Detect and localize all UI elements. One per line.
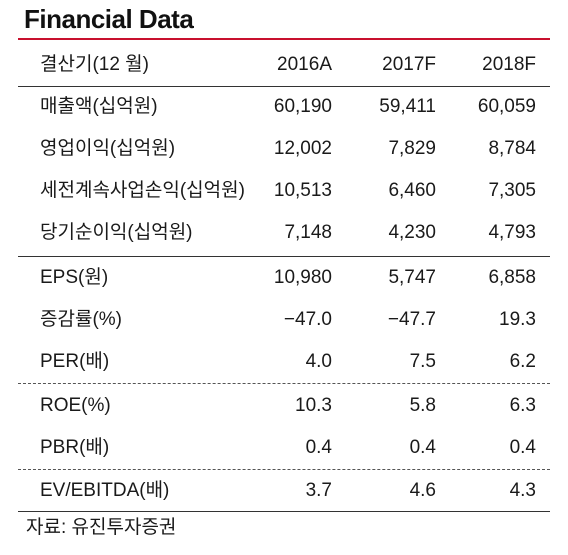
table-title: Financial Data [24, 4, 194, 34]
header-col-3: 2018F [482, 54, 536, 75]
value-2017: −47.7 [387, 309, 436, 330]
header-label: 결산기(12 월) [40, 54, 149, 75]
value-2016: 4.0 [305, 351, 332, 372]
value-2018: 4,793 [488, 222, 536, 243]
value-2016: 7,148 [284, 222, 332, 243]
section-divider [18, 256, 550, 257]
table-row: PER(배) 4.0 7.5 6.2 [18, 341, 548, 383]
row-label: EPS(원) [40, 267, 109, 288]
value-2016: 60,190 [273, 96, 332, 117]
header-row: 결산기(12 월) 2016A 2017F 2018F [18, 44, 548, 86]
value-2017: 59,411 [379, 96, 436, 117]
value-2018: 4.3 [509, 480, 536, 501]
table-row: 당기순이익(십억원) 7,148 4,230 4,793 [18, 212, 548, 254]
title-rule [18, 38, 550, 40]
value-2016: 0.4 [305, 437, 332, 458]
table-row: PBR(배) 0.4 0.4 0.4 [18, 427, 548, 469]
value-2017: 7.5 [409, 351, 436, 372]
source-note: 자료: 유진투자증권 [26, 517, 177, 538]
row-label: PER(배) [40, 351, 110, 372]
table-row: 영업이익(십억원) 12,002 7,829 8,784 [18, 128, 548, 170]
dashed-divider [18, 383, 550, 384]
value-2017: 4.6 [409, 480, 436, 501]
header-col-2: 2017F [382, 54, 436, 75]
value-2016: 10,980 [273, 267, 332, 288]
value-2017: 5,747 [388, 267, 436, 288]
value-2016: −47.0 [283, 309, 332, 330]
value-2016: 12,002 [273, 138, 332, 159]
value-2018: 19.3 [499, 309, 536, 330]
row-label: PBR(배) [40, 437, 110, 458]
value-2017: 5.8 [409, 395, 436, 416]
table-row: EV/EBITDA(배) 3.7 4.6 4.3 [18, 470, 548, 512]
value-2018: 6.3 [509, 395, 536, 416]
row-label: 증감률(%) [40, 309, 122, 330]
header-divider [18, 86, 550, 87]
value-2017: 7,829 [388, 138, 436, 159]
table-row: 매출액(십억원) 60,190 59,411 60,059 [18, 86, 548, 128]
value-2018: 7,305 [488, 180, 536, 201]
value-2016: 3.7 [305, 480, 332, 501]
value-2018: 60,059 [477, 96, 536, 117]
value-2016: 10,513 [273, 180, 332, 201]
value-2018: 6.2 [509, 351, 536, 372]
value-2018: 6,858 [488, 267, 536, 288]
row-label: 매출액(십억원) [40, 96, 158, 117]
dashed-divider [18, 469, 550, 470]
value-2017: 4,230 [388, 222, 436, 243]
value-2017: 0.4 [409, 437, 436, 458]
value-2016: 10.3 [295, 395, 332, 416]
row-label: 당기순이익(십억원) [40, 222, 193, 243]
row-label: 영업이익(십억원) [40, 138, 176, 159]
row-label: 세전계속사업손익(십억원) [40, 180, 245, 201]
value-2017: 6,460 [388, 180, 436, 201]
row-label: ROE(%) [40, 395, 111, 416]
value-2018: 0.4 [509, 437, 536, 458]
table-row: EPS(원) 10,980 5,747 6,858 [18, 257, 548, 299]
table-row: 세전계속사업손익(십억원) 10,513 6,460 7,305 [18, 170, 548, 212]
table-row: ROE(%) 10.3 5.8 6.3 [18, 385, 548, 427]
header-col-1: 2016A [277, 54, 332, 75]
value-2018: 8,784 [488, 138, 536, 159]
row-label: EV/EBITDA(배) [40, 480, 170, 501]
table-row: 증감률(%) −47.0 −47.7 19.3 [18, 299, 548, 341]
table-bottom-rule [18, 511, 550, 512]
